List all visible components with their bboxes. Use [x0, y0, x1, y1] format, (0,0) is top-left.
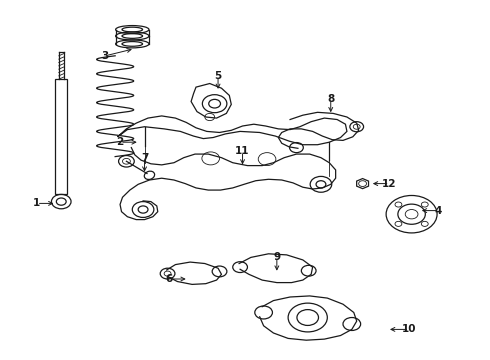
Text: 12: 12 [382, 179, 397, 189]
Text: 4: 4 [435, 206, 442, 216]
Text: 7: 7 [141, 153, 148, 163]
Text: 8: 8 [327, 94, 334, 104]
Text: 9: 9 [273, 252, 280, 262]
Text: 11: 11 [235, 146, 250, 156]
Text: 1: 1 [33, 198, 40, 208]
Text: 6: 6 [166, 274, 172, 284]
Text: 2: 2 [117, 137, 123, 147]
Text: 10: 10 [402, 324, 416, 334]
Text: 5: 5 [215, 71, 221, 81]
Text: 3: 3 [102, 51, 109, 61]
